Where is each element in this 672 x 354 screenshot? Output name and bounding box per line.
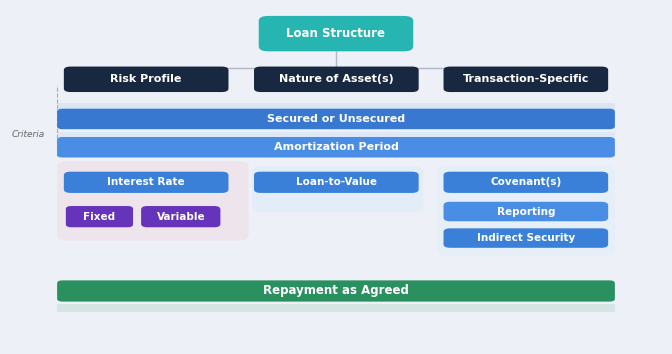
FancyBboxPatch shape [141, 206, 220, 227]
Text: Risk Profile: Risk Profile [110, 74, 182, 84]
FancyBboxPatch shape [57, 161, 249, 241]
Text: Transaction-Specific: Transaction-Specific [462, 74, 589, 84]
Text: Repayment as Agreed: Repayment as Agreed [263, 285, 409, 297]
FancyBboxPatch shape [437, 165, 615, 256]
FancyBboxPatch shape [64, 172, 228, 193]
Text: Amortization Period: Amortization Period [274, 142, 398, 152]
Text: Variable: Variable [157, 212, 205, 222]
FancyBboxPatch shape [57, 137, 615, 158]
Text: Criteria: Criteria [12, 130, 45, 139]
Text: Interest Rate: Interest Rate [108, 177, 185, 187]
FancyBboxPatch shape [444, 228, 608, 248]
FancyBboxPatch shape [444, 202, 608, 221]
FancyBboxPatch shape [252, 166, 423, 212]
Bar [57, 103, 615, 109]
Bar [57, 132, 615, 137]
FancyBboxPatch shape [66, 206, 133, 227]
Bar [57, 304, 615, 312]
Text: Fixed: Fixed [83, 212, 116, 222]
Text: Loan-to-Value: Loan-to-Value [296, 177, 377, 187]
FancyBboxPatch shape [444, 172, 608, 193]
FancyBboxPatch shape [259, 16, 413, 51]
Text: Reporting: Reporting [497, 206, 555, 217]
Text: Secured or Unsecured: Secured or Unsecured [267, 114, 405, 124]
Text: Loan Structure: Loan Structure [286, 27, 386, 40]
Text: Covenant(s): Covenant(s) [490, 177, 562, 187]
FancyBboxPatch shape [64, 67, 228, 92]
FancyBboxPatch shape [57, 109, 615, 129]
FancyBboxPatch shape [254, 67, 419, 92]
FancyBboxPatch shape [444, 67, 608, 92]
FancyBboxPatch shape [254, 172, 419, 193]
FancyBboxPatch shape [57, 280, 615, 302]
Text: Indirect Security: Indirect Security [476, 233, 575, 243]
Text: Nature of Asset(s): Nature of Asset(s) [279, 74, 394, 84]
